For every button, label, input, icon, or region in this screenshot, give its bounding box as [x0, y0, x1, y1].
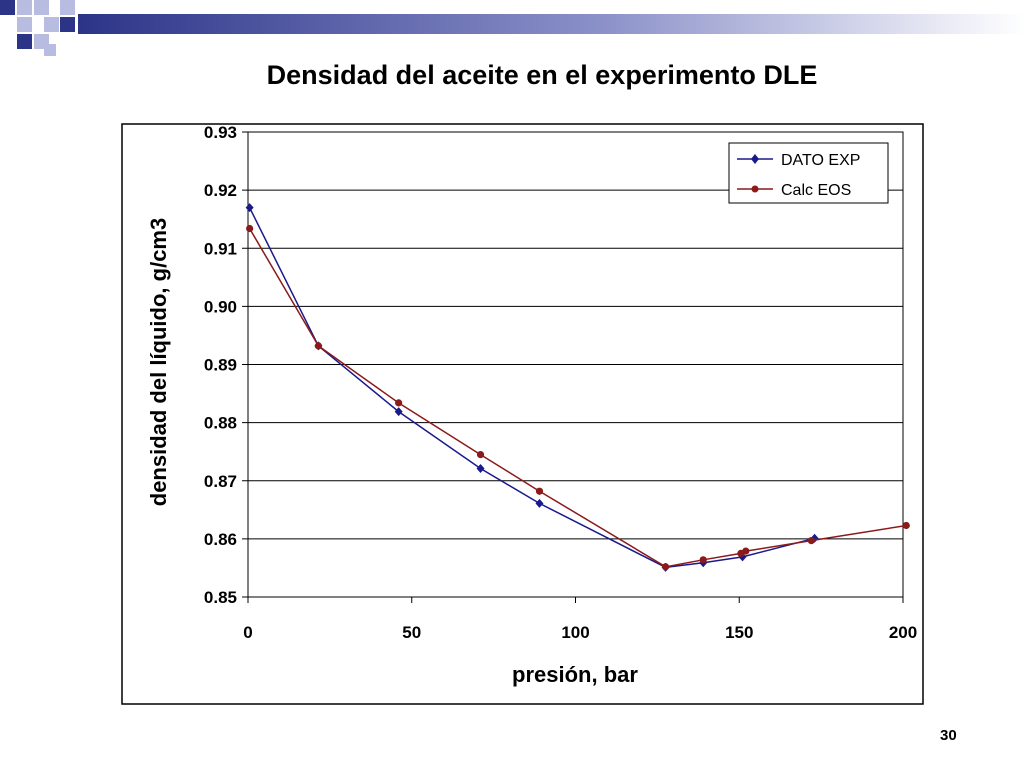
y-axis-label: densidad del líquido, g/cm3: [146, 218, 171, 506]
data-point-calc-eos: [246, 224, 254, 233]
legend-label-dato-exp: DATO EXP: [781, 152, 860, 169]
legend-label-calc-eos: Calc EOS: [781, 182, 851, 199]
legend-marker-calc-eos: [751, 185, 759, 193]
legend-box: [728, 142, 889, 204]
page-number: 30: [940, 727, 957, 744]
data-point-dato-exp: [245, 203, 254, 213]
chart-frame: [121, 123, 924, 705]
data-point-calc-eos: [395, 399, 403, 407]
x-tick-label: 200: [889, 623, 917, 642]
y-tick-label: 0.91: [204, 239, 237, 258]
header-gradient-bar: [78, 14, 1024, 34]
deco-square: [44, 17, 59, 32]
legend: DATO EXP Calc EOS: [728, 142, 889, 204]
deco-square: [0, 0, 15, 15]
data-point-calc-eos: [535, 487, 544, 495]
y-tick-label: 0.85: [204, 588, 237, 607]
data-point-calc-eos: [742, 547, 750, 555]
data-point-calc-eos: [476, 450, 485, 459]
y-tick-label: 0.92: [204, 181, 237, 200]
data-point-calc-eos: [699, 556, 707, 564]
deco-square: [17, 17, 32, 32]
data-point-dato-exp: [394, 407, 403, 417]
deco-square: [60, 17, 75, 32]
data-point-calc-eos: [902, 521, 910, 530]
slide-decoration: [0, 0, 1024, 56]
data-point-dato-exp: [535, 498, 544, 508]
deco-square: [17, 0, 32, 15]
deco-square: [17, 34, 32, 49]
deco-square: [44, 44, 56, 56]
x-axis-ticks: 0 50 100 150 200: [243, 597, 917, 642]
y-tick-label: 0.86: [204, 530, 237, 549]
y-tick-label: 0.90: [204, 297, 237, 316]
deco-square: [34, 0, 49, 15]
legend-marker-dato-exp: [751, 154, 759, 164]
slide-title: Densidad del aceite en el experimento DL…: [266, 60, 818, 90]
data-point-dato-exp: [476, 464, 485, 474]
y-tick-label: 0.88: [204, 414, 237, 433]
data-point-calc-eos: [807, 537, 815, 545]
x-tick-label: 0: [243, 623, 252, 642]
x-tick-label: 150: [725, 623, 753, 642]
y-tick-label: 0.89: [204, 356, 237, 375]
data-point-calc-eos: [314, 342, 323, 350]
y-tick-label: 0.93: [204, 123, 237, 142]
y-axis-ticks: 0.85 0.86 0.87 0.88 0.89 0.90 0.91 0.92 0.93: [204, 123, 248, 607]
x-tick-label: 50: [402, 623, 421, 642]
grid-lines: [248, 189, 903, 540]
deco-square: [60, 0, 75, 15]
x-tick-label: 100: [561, 623, 589, 642]
x-axis-label: presión, bar: [512, 662, 638, 687]
y-tick-label: 0.87: [204, 472, 237, 491]
data-point-calc-eos: [661, 563, 670, 571]
series-group: [245, 203, 910, 572]
